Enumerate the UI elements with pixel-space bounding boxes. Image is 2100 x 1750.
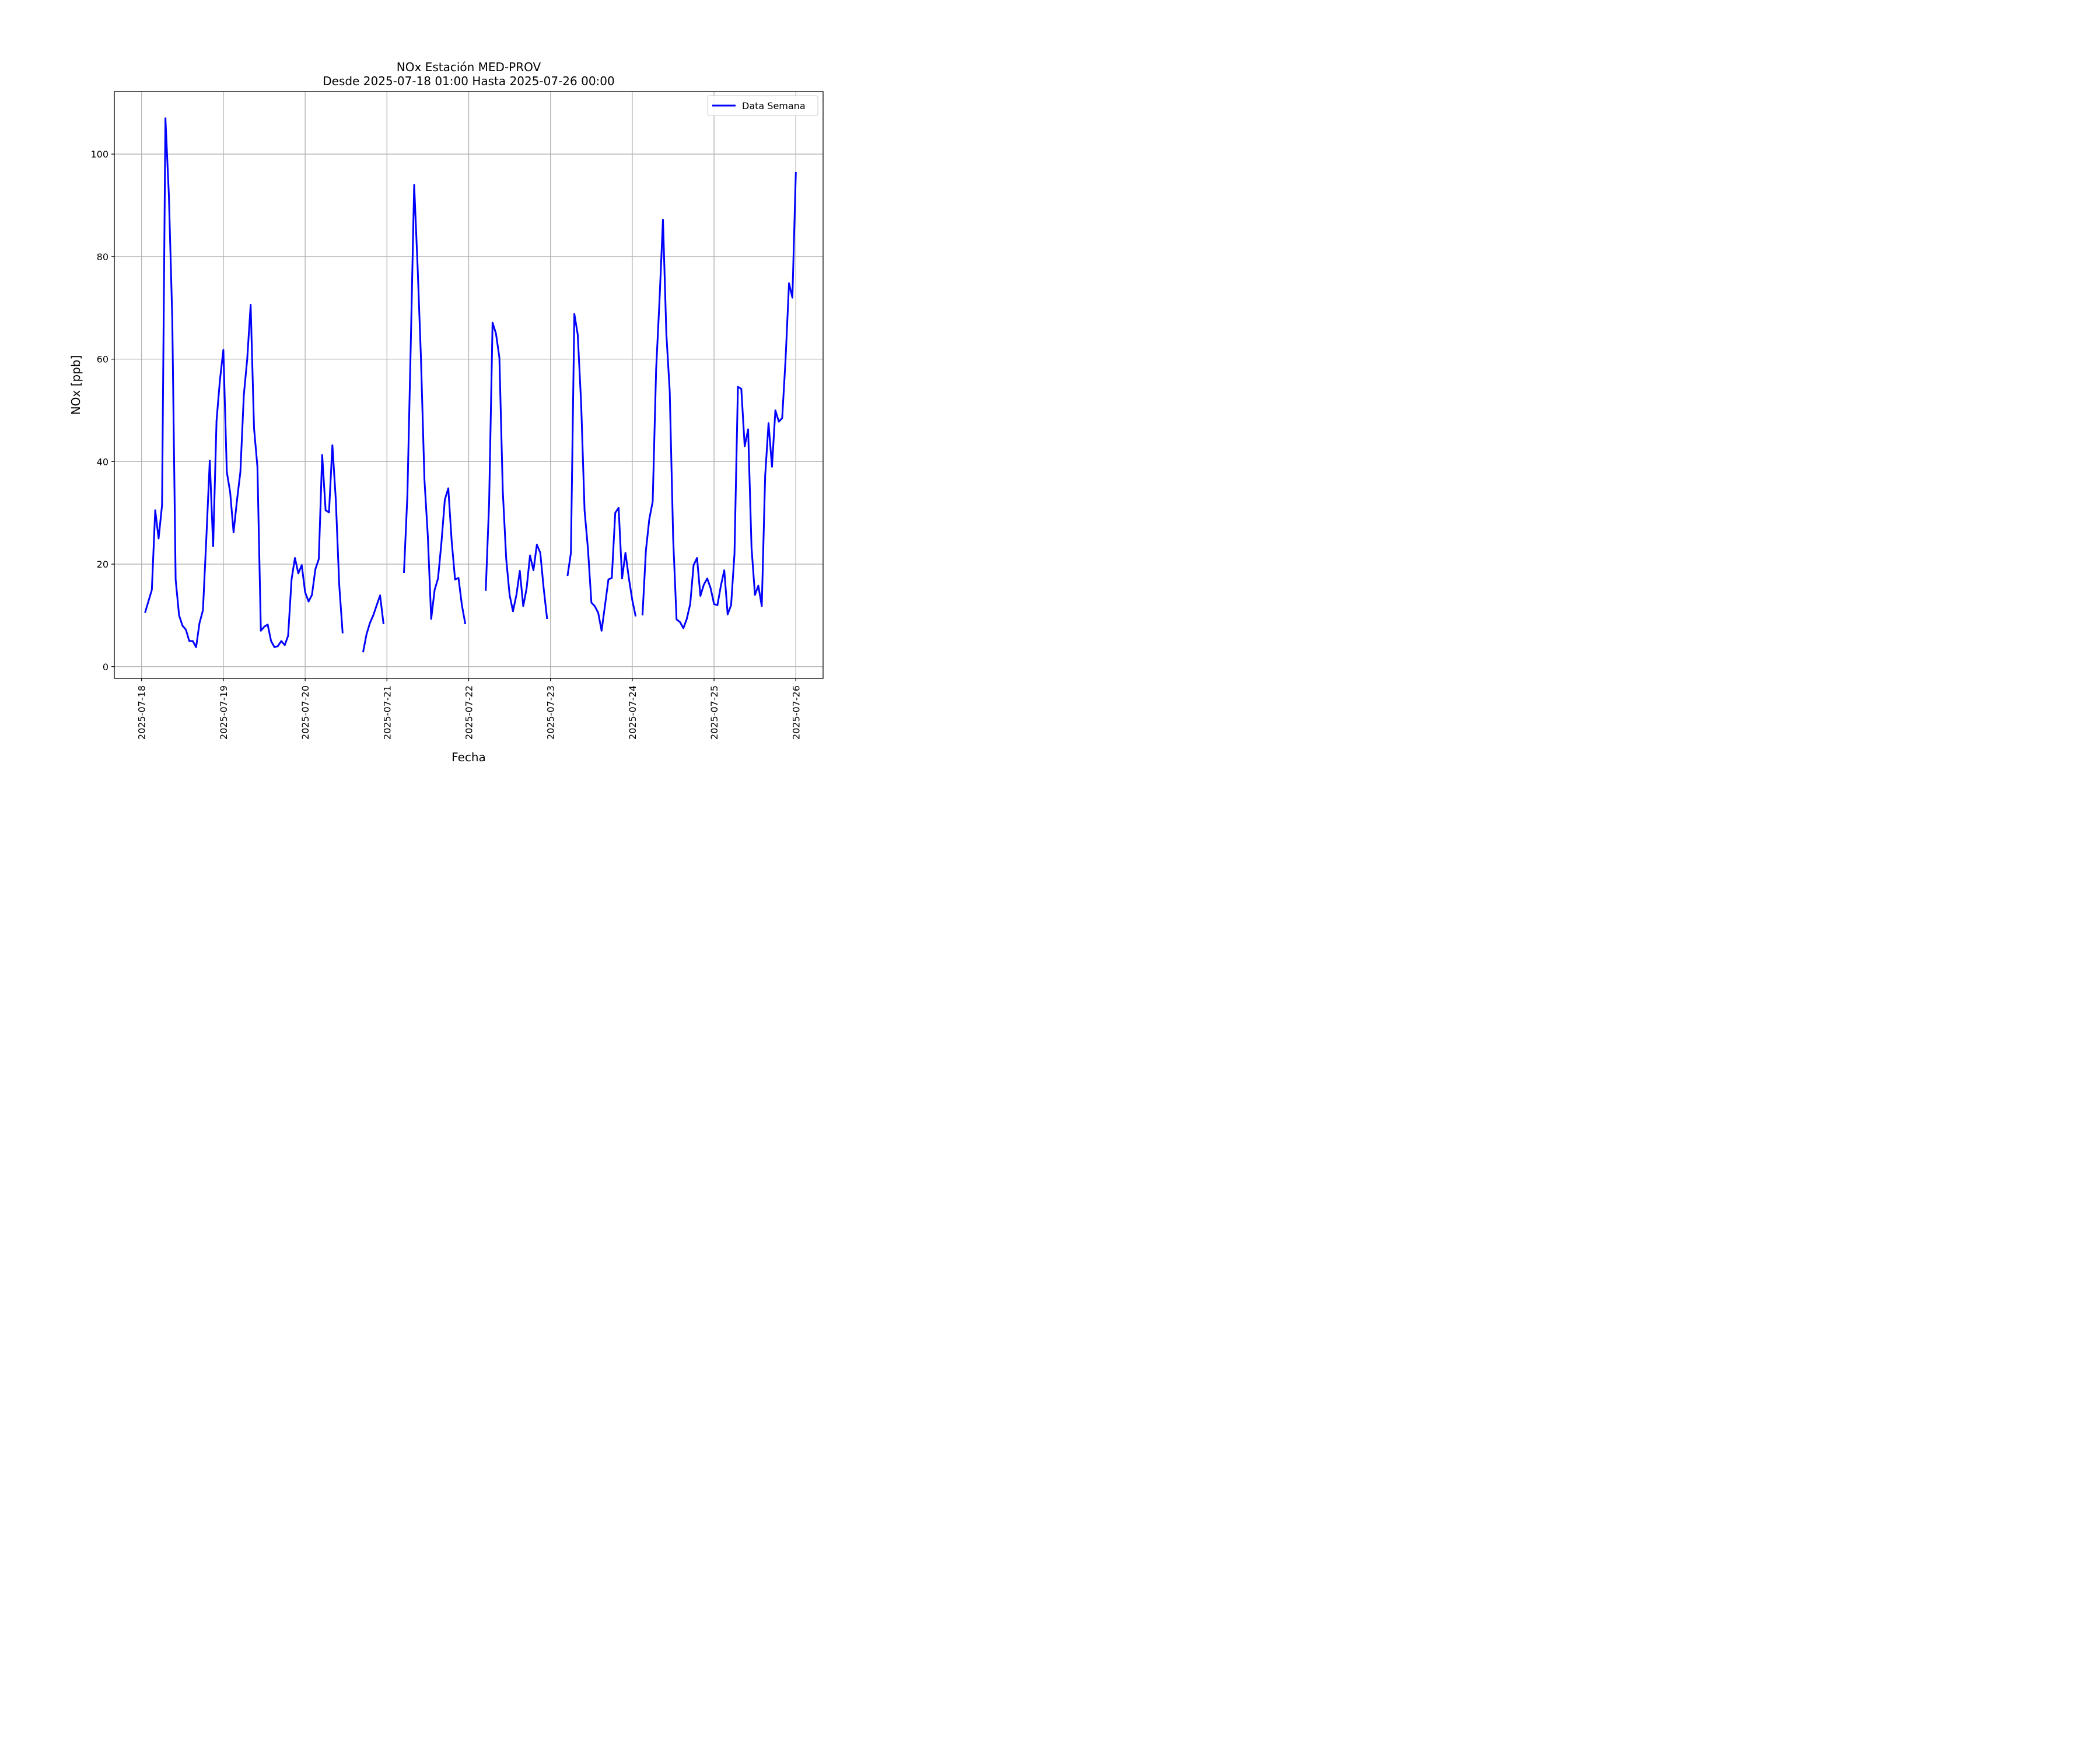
series-line-segment [566,313,637,632]
figure-background [0,0,903,768]
legend-frame [707,95,818,116]
grid-layer [114,92,823,678]
nox-line-chart: 0 20 40 60 80 100 2025-07-18 2025-07-19 2025-07-… [0,0,903,768]
legend: Data Semana [707,95,818,116]
x-tick-label: 2025-07-21 [382,685,393,740]
y-tick-label: 0 [103,662,108,673]
x-tick-label: 2025-07-22 [464,685,475,740]
y-axis-label: NOx [ppb] [69,355,83,415]
chart-title: NOx Estación MED-PROV [397,60,541,74]
y-tick-label: 100 [90,149,108,160]
tick-layer: 0 20 40 60 80 100 2025-07-18 2025-07-19 2025-07-… [90,149,802,740]
x-tick-label: 2025-07-23 [545,685,556,740]
y-tick-label: 20 [97,559,108,570]
y-tick-label: 60 [97,354,108,365]
series-line-segment [403,184,467,625]
x-tick-label: 2025-07-24 [627,685,638,740]
y-tick-label: 80 [97,251,108,262]
legend-label: Data Semana [742,100,806,111]
x-tick-label: 2025-07-25 [709,685,720,740]
series-line-segment [144,117,344,648]
chart-subtitle: Desde 2025-07-18 01:00 Hasta 2025-07-26 … [323,74,614,88]
series-layer [144,117,797,653]
series-line-segment [485,321,548,620]
series-line-segment [362,594,384,653]
x-tick-label: 2025-07-20 [300,685,311,740]
x-tick-label: 2025-07-18 [136,685,148,740]
x-tick-label: 2025-07-19 [218,685,229,740]
y-tick-label: 40 [97,456,108,467]
x-axis-label: Fecha [452,750,486,764]
x-tick-label: 2025-07-26 [790,685,802,740]
chart-container: 0 20 40 60 80 100 2025-07-18 2025-07-19 2025-07-… [0,0,903,768]
series-line-segment [641,172,797,629]
